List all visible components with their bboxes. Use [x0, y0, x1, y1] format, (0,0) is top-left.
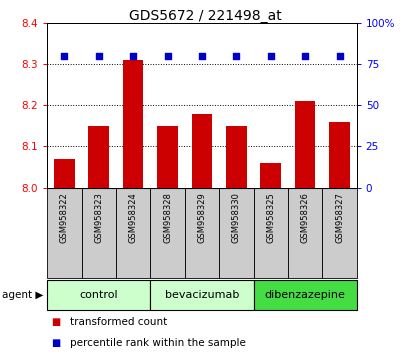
- Text: ■: ■: [51, 338, 61, 348]
- Bar: [253, 280, 356, 310]
- Text: GSM958324: GSM958324: [128, 192, 137, 243]
- Point: [335, 53, 342, 59]
- Text: GSM958326: GSM958326: [300, 192, 309, 243]
- Text: transformed count: transformed count: [70, 318, 166, 327]
- Text: GSM958325: GSM958325: [265, 192, 274, 243]
- Bar: [47, 188, 81, 278]
- Text: percentile rank within the sample: percentile rank within the sample: [70, 338, 245, 348]
- Text: agent ▶: agent ▶: [2, 290, 43, 300]
- Point: [267, 53, 273, 59]
- Bar: [253, 188, 287, 278]
- Bar: [150, 188, 184, 278]
- Point: [164, 53, 171, 59]
- Point: [130, 53, 136, 59]
- Point: [95, 53, 102, 59]
- Bar: [157, 126, 178, 188]
- Point: [61, 53, 67, 59]
- Text: GSM958323: GSM958323: [94, 192, 103, 243]
- Bar: [54, 159, 74, 188]
- Bar: [328, 122, 349, 188]
- Text: control: control: [79, 290, 118, 300]
- Point: [198, 53, 204, 59]
- Text: GSM958330: GSM958330: [231, 192, 240, 243]
- Text: GDS5672 / 221498_at: GDS5672 / 221498_at: [128, 9, 281, 23]
- Bar: [321, 188, 356, 278]
- Bar: [218, 188, 253, 278]
- Bar: [150, 280, 253, 310]
- Point: [232, 53, 239, 59]
- Bar: [81, 188, 116, 278]
- Text: dibenzazepine: dibenzazepine: [264, 290, 345, 300]
- Bar: [116, 188, 150, 278]
- Text: bevacizumab: bevacizumab: [164, 290, 238, 300]
- Text: GSM958329: GSM958329: [197, 192, 206, 243]
- Point: [301, 53, 308, 59]
- Bar: [260, 163, 280, 188]
- Text: ■: ■: [51, 318, 61, 327]
- Bar: [191, 114, 212, 188]
- Text: GSM958327: GSM958327: [334, 192, 343, 243]
- Bar: [184, 188, 218, 278]
- Bar: [294, 101, 315, 188]
- Bar: [287, 188, 321, 278]
- Text: GSM958328: GSM958328: [163, 192, 172, 243]
- Text: GSM958322: GSM958322: [60, 192, 69, 243]
- Bar: [225, 126, 246, 188]
- Bar: [123, 60, 143, 188]
- Bar: [88, 126, 109, 188]
- Bar: [47, 280, 150, 310]
